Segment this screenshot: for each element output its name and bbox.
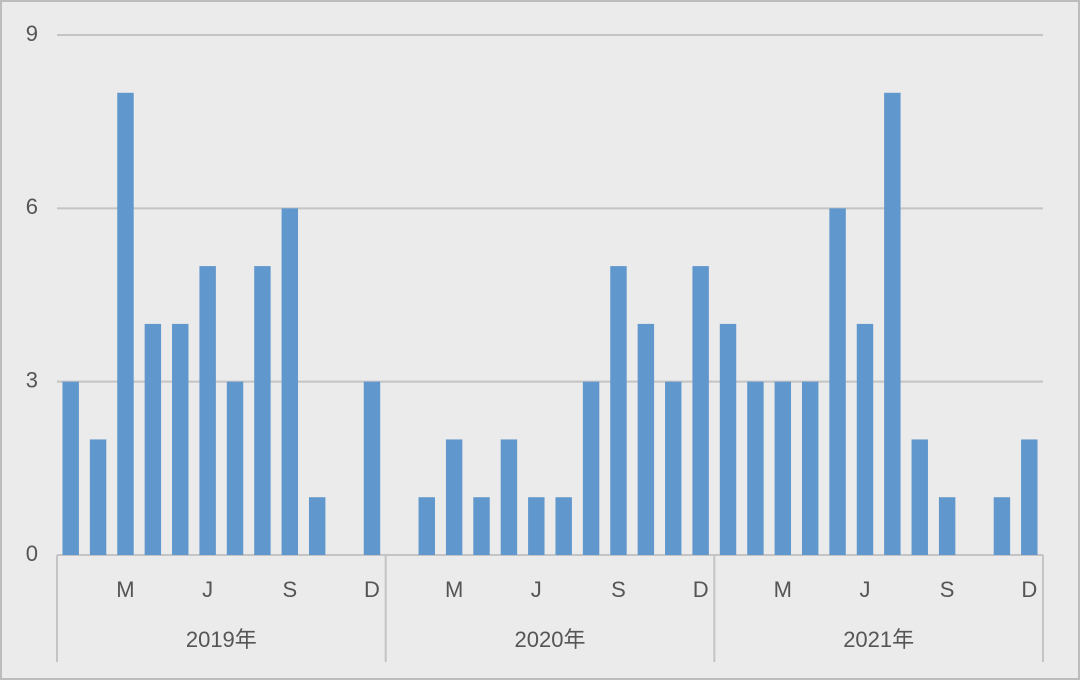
bar [62,381,79,555]
bar [774,381,792,555]
x-tick-label: D [364,577,380,602]
bar [144,323,162,555]
x-tick-label: J [531,577,542,602]
bar [692,266,709,555]
x-tick-label: M [445,577,463,602]
bar [308,497,326,555]
bar [172,323,189,555]
bar [582,381,600,555]
bar [445,439,463,555]
bar [281,208,299,556]
bar [637,323,655,555]
bar [555,497,572,555]
x-tick-label: J [202,577,213,602]
x-tick-label: S [940,577,955,602]
group-label: 2021年 [843,627,914,652]
bar [938,497,956,555]
group-label: 2019年 [186,627,257,652]
bar [226,381,244,555]
y-tick-label: 3 [26,367,38,392]
bar [856,323,874,555]
x-tick-label: J [859,577,870,602]
bar [418,497,435,555]
bar [665,381,682,555]
bar [117,92,134,556]
bar [993,497,1011,555]
x-tick-label: D [693,577,709,602]
bar [500,439,518,555]
x-tick-label: M [774,577,792,602]
x-tick-label: M [116,577,134,602]
bar [829,208,846,556]
y-tick-label: 6 [26,194,38,219]
bar [911,439,928,555]
y-tick-label: 0 [26,541,38,566]
x-tick-label: D [1021,577,1037,602]
group-label: 2020年 [515,627,586,652]
bar [473,497,490,555]
bar [719,323,737,555]
bar [89,439,107,555]
bar [528,497,545,555]
bar [199,266,216,555]
x-tick-label: S [282,577,297,602]
bar [363,381,381,555]
bar [254,266,271,555]
bar [1021,439,1038,555]
y-tick-label: 9 [26,21,38,46]
bar [610,266,627,555]
x-tick-label: S [611,577,626,602]
bar [747,381,764,555]
bar [801,381,819,555]
bar [884,92,901,556]
